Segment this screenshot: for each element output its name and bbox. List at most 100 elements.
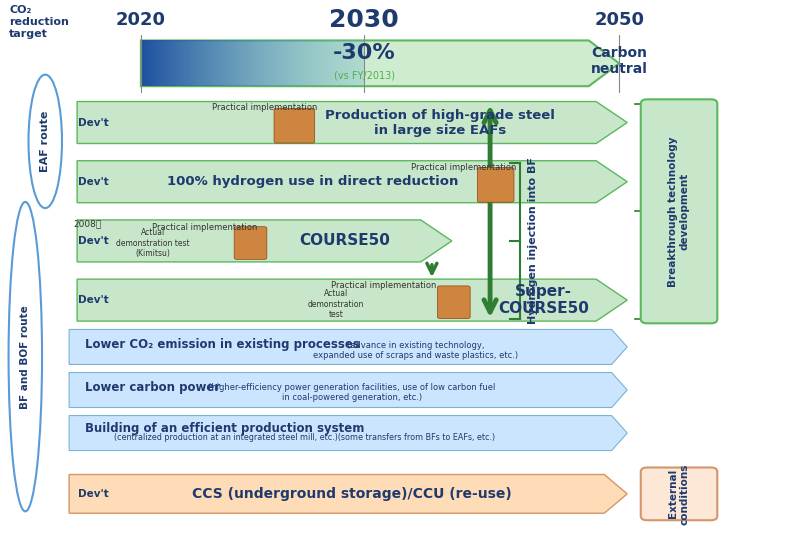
Bar — [206, 41, 208, 86]
Bar — [358, 41, 360, 86]
Bar — [352, 41, 354, 86]
Bar — [196, 41, 198, 86]
Bar — [190, 41, 191, 86]
Bar — [232, 41, 233, 86]
Bar — [169, 41, 170, 86]
Bar — [229, 41, 230, 86]
Text: Carbon
neutral: Carbon neutral — [590, 46, 648, 76]
Bar — [293, 41, 294, 86]
Text: -30%: -30% — [333, 43, 395, 63]
Bar — [257, 41, 258, 86]
Text: (centralized production at an integrated steel mill, etc.)(some transfers from B: (centralized production at an integrated… — [114, 433, 495, 442]
Bar — [303, 41, 305, 86]
Bar — [251, 41, 253, 86]
Bar — [362, 41, 364, 86]
Bar — [154, 41, 156, 86]
FancyBboxPatch shape — [274, 108, 314, 143]
Bar — [210, 41, 211, 86]
Polygon shape — [77, 161, 627, 203]
Bar — [226, 41, 227, 86]
Bar — [153, 41, 154, 86]
Bar — [243, 41, 245, 86]
Text: Practical implementation: Practical implementation — [212, 103, 317, 113]
Bar — [327, 41, 329, 86]
Bar — [177, 41, 178, 86]
Bar — [319, 41, 321, 86]
FancyBboxPatch shape — [234, 227, 267, 259]
Bar — [334, 41, 336, 86]
Bar — [329, 41, 330, 86]
FancyBboxPatch shape — [478, 168, 514, 202]
Bar — [284, 41, 286, 86]
Bar — [338, 41, 339, 86]
Bar — [234, 41, 236, 86]
Bar — [224, 41, 226, 86]
Bar — [294, 41, 296, 86]
Text: Dev't: Dev't — [78, 236, 109, 246]
Bar — [182, 41, 184, 86]
Text: Dev't: Dev't — [78, 489, 109, 499]
Text: Dev't: Dev't — [78, 295, 109, 305]
Bar — [306, 41, 307, 86]
Bar — [179, 41, 181, 86]
Bar — [241, 41, 242, 86]
Bar — [267, 41, 269, 86]
Bar — [348, 41, 350, 86]
Bar — [220, 41, 222, 86]
Ellipse shape — [29, 75, 62, 208]
Bar — [160, 41, 162, 86]
Text: 100% hydrogen use in direct reduction: 100% hydrogen use in direct reduction — [166, 175, 458, 188]
Bar — [158, 41, 160, 86]
Bar — [318, 41, 319, 86]
FancyBboxPatch shape — [438, 286, 470, 319]
Text: Building of an efficient production system: Building of an efficient production syst… — [85, 423, 365, 436]
Bar — [278, 41, 279, 86]
Bar — [242, 41, 243, 86]
Bar — [354, 41, 355, 86]
Text: Practical implementation: Practical implementation — [411, 162, 517, 171]
Bar — [166, 41, 168, 86]
Bar — [150, 41, 151, 86]
Bar — [357, 41, 358, 86]
Bar — [279, 41, 281, 86]
Ellipse shape — [9, 202, 42, 511]
Bar — [309, 41, 310, 86]
Polygon shape — [77, 102, 627, 143]
Bar — [186, 41, 187, 86]
Bar — [290, 41, 291, 86]
Text: External
conditions: External conditions — [668, 463, 690, 525]
Bar — [214, 41, 215, 86]
Bar — [147, 41, 148, 86]
Bar — [194, 41, 196, 86]
Text: Actual
demonstration test
(Kimitsu): Actual demonstration test (Kimitsu) — [116, 228, 190, 258]
Bar — [296, 41, 297, 86]
Polygon shape — [77, 279, 627, 321]
Bar — [144, 41, 146, 86]
Bar — [208, 41, 210, 86]
Bar — [288, 41, 290, 86]
Polygon shape — [69, 415, 627, 451]
Bar — [187, 41, 189, 86]
Bar — [184, 41, 186, 86]
Bar — [193, 41, 194, 86]
Bar — [172, 41, 174, 86]
Bar — [310, 41, 312, 86]
Text: (higher-efficiency power generation facilities, use of low carbon fuel
in coal-p: (higher-efficiency power generation faci… — [209, 383, 496, 403]
Bar — [181, 41, 182, 86]
Text: Dev't: Dev't — [78, 117, 109, 128]
Bar — [281, 41, 282, 86]
Bar — [215, 41, 217, 86]
Polygon shape — [69, 373, 627, 407]
Bar — [203, 41, 205, 86]
Bar — [276, 41, 278, 86]
Text: 2008～: 2008～ — [73, 220, 102, 229]
Text: Lower carbon power: Lower carbon power — [85, 381, 220, 394]
Text: Hydrogen injection into BF: Hydrogen injection into BF — [527, 157, 538, 325]
Bar — [282, 41, 284, 86]
Bar — [230, 41, 232, 86]
Bar — [222, 41, 224, 86]
Bar — [274, 41, 275, 86]
Bar — [250, 41, 251, 86]
Bar — [233, 41, 234, 86]
Bar — [254, 41, 255, 86]
